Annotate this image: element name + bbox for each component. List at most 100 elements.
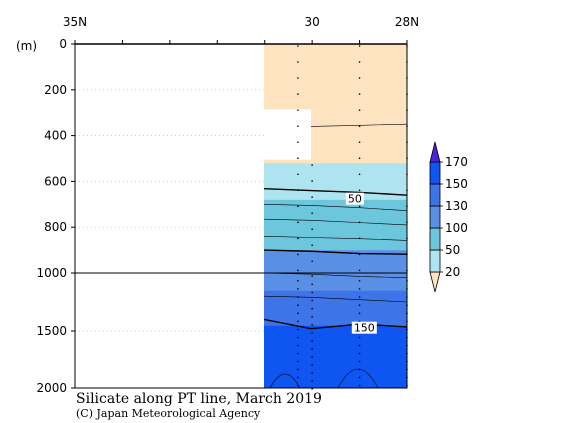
station-dot bbox=[358, 296, 361, 298]
station-dot bbox=[358, 344, 361, 347]
colorbar-label: 20 bbox=[445, 265, 460, 279]
station-dot bbox=[358, 336, 361, 339]
station-dot bbox=[311, 356, 313, 358]
station-dot bbox=[297, 205, 299, 208]
station-dot bbox=[297, 157, 299, 160]
station-dot bbox=[297, 269, 299, 272]
station-dot bbox=[297, 141, 299, 143]
station-dot bbox=[358, 288, 361, 290]
contour-line-0 bbox=[310, 123, 407, 127]
station-dot bbox=[358, 109, 361, 111]
station-dot bbox=[311, 283, 313, 286]
station-dot bbox=[358, 312, 361, 315]
contour-labels: 50 150 bbox=[345, 192, 377, 335]
station-dot bbox=[311, 212, 313, 214]
y-tick-label: 0 bbox=[59, 37, 67, 51]
station-dot bbox=[297, 221, 299, 224]
band-2 bbox=[264, 199, 407, 251]
colorbar-label: 170 bbox=[445, 155, 468, 169]
station-dot bbox=[311, 299, 313, 302]
station-dot bbox=[358, 125, 361, 127]
station-dot bbox=[358, 189, 361, 192]
colorbar-label: 50 bbox=[445, 243, 460, 257]
station-dot bbox=[297, 109, 299, 111]
y-tick-label: 800 bbox=[44, 220, 67, 234]
station-dot bbox=[297, 77, 299, 79]
station-dot bbox=[358, 205, 361, 208]
station-dot bbox=[297, 344, 299, 347]
station-dot bbox=[297, 304, 299, 306]
station-dot bbox=[297, 384, 299, 387]
station-dot bbox=[311, 275, 313, 277]
station-dot bbox=[311, 348, 313, 350]
station-dot bbox=[297, 189, 299, 192]
contour-line-5 bbox=[264, 249, 407, 255]
station-dot bbox=[297, 296, 299, 298]
y-axis-ticks: 0 200 400 600 800 1000 1500 2000 bbox=[36, 37, 75, 395]
colorbar-segment bbox=[429, 205, 441, 229]
station-dot bbox=[358, 173, 361, 176]
colorbar-segment bbox=[429, 183, 441, 207]
contour-label-50: 50 bbox=[348, 193, 362, 206]
station-dot bbox=[358, 384, 361, 387]
band-5 bbox=[264, 325, 407, 388]
station-dot bbox=[311, 324, 313, 326]
station-dot bbox=[297, 376, 299, 379]
band-3 bbox=[264, 250, 407, 291]
y-tick-label: 600 bbox=[44, 174, 67, 188]
colorbar-max-extend bbox=[429, 141, 441, 163]
station-dot bbox=[311, 372, 313, 374]
station-dot bbox=[358, 237, 361, 240]
contour-line-2 bbox=[264, 204, 407, 212]
x-axis-ticks: 35N 30 28N bbox=[63, 15, 419, 44]
station-dot bbox=[311, 164, 313, 166]
station-dot bbox=[358, 280, 361, 282]
x-tick-label: 30 bbox=[305, 15, 320, 29]
station-dot bbox=[311, 196, 313, 198]
contour-label-150: 150 bbox=[354, 322, 375, 335]
colorbar-segment bbox=[429, 161, 441, 185]
station-dot bbox=[297, 328, 299, 331]
band-4 bbox=[264, 290, 407, 326]
contour-dome-left bbox=[269, 373, 301, 388]
colorbar-segment bbox=[429, 227, 441, 251]
y-axis-label: (m) bbox=[16, 39, 37, 53]
station-dot bbox=[358, 157, 361, 160]
station-dot bbox=[358, 45, 361, 47]
station-dot bbox=[311, 315, 313, 318]
station-dot bbox=[297, 173, 299, 176]
station-dot bbox=[297, 360, 299, 363]
station-dot bbox=[297, 288, 299, 290]
station-dot bbox=[358, 304, 361, 306]
y-tick-label: 200 bbox=[44, 83, 67, 97]
station-dot bbox=[358, 368, 361, 371]
station-dot bbox=[311, 260, 313, 263]
x-tick-label: 35N bbox=[63, 15, 87, 29]
station-dot bbox=[297, 368, 299, 371]
data-bands bbox=[264, 44, 407, 388]
contour-line-1 bbox=[264, 188, 407, 196]
station-dot bbox=[297, 320, 299, 323]
station-dot bbox=[358, 93, 361, 95]
y-tick-label: 1500 bbox=[36, 324, 67, 338]
station-dot bbox=[297, 237, 299, 240]
contour-label-bg bbox=[345, 192, 364, 205]
station-dot bbox=[358, 221, 361, 224]
station-dot bbox=[311, 340, 313, 342]
colorbar-min-extend bbox=[429, 271, 441, 293]
contour-line-8 bbox=[264, 318, 407, 330]
station-dot bbox=[358, 253, 361, 256]
contour-line-6 bbox=[264, 272, 407, 278]
no-data-gap bbox=[264, 109, 311, 160]
station-dot bbox=[358, 352, 361, 355]
station-dot bbox=[311, 291, 313, 294]
station-dot bbox=[311, 332, 313, 334]
station-dot bbox=[358, 77, 361, 79]
depth-gridlines bbox=[75, 89, 407, 332]
station-dot bbox=[297, 312, 299, 315]
station-dot bbox=[358, 376, 361, 379]
contour-line-4 bbox=[264, 236, 407, 241]
station-dot bbox=[311, 307, 313, 310]
chart-title: Silicate along PT line, March 2019 bbox=[76, 391, 322, 407]
colorbar-segment bbox=[429, 249, 441, 273]
